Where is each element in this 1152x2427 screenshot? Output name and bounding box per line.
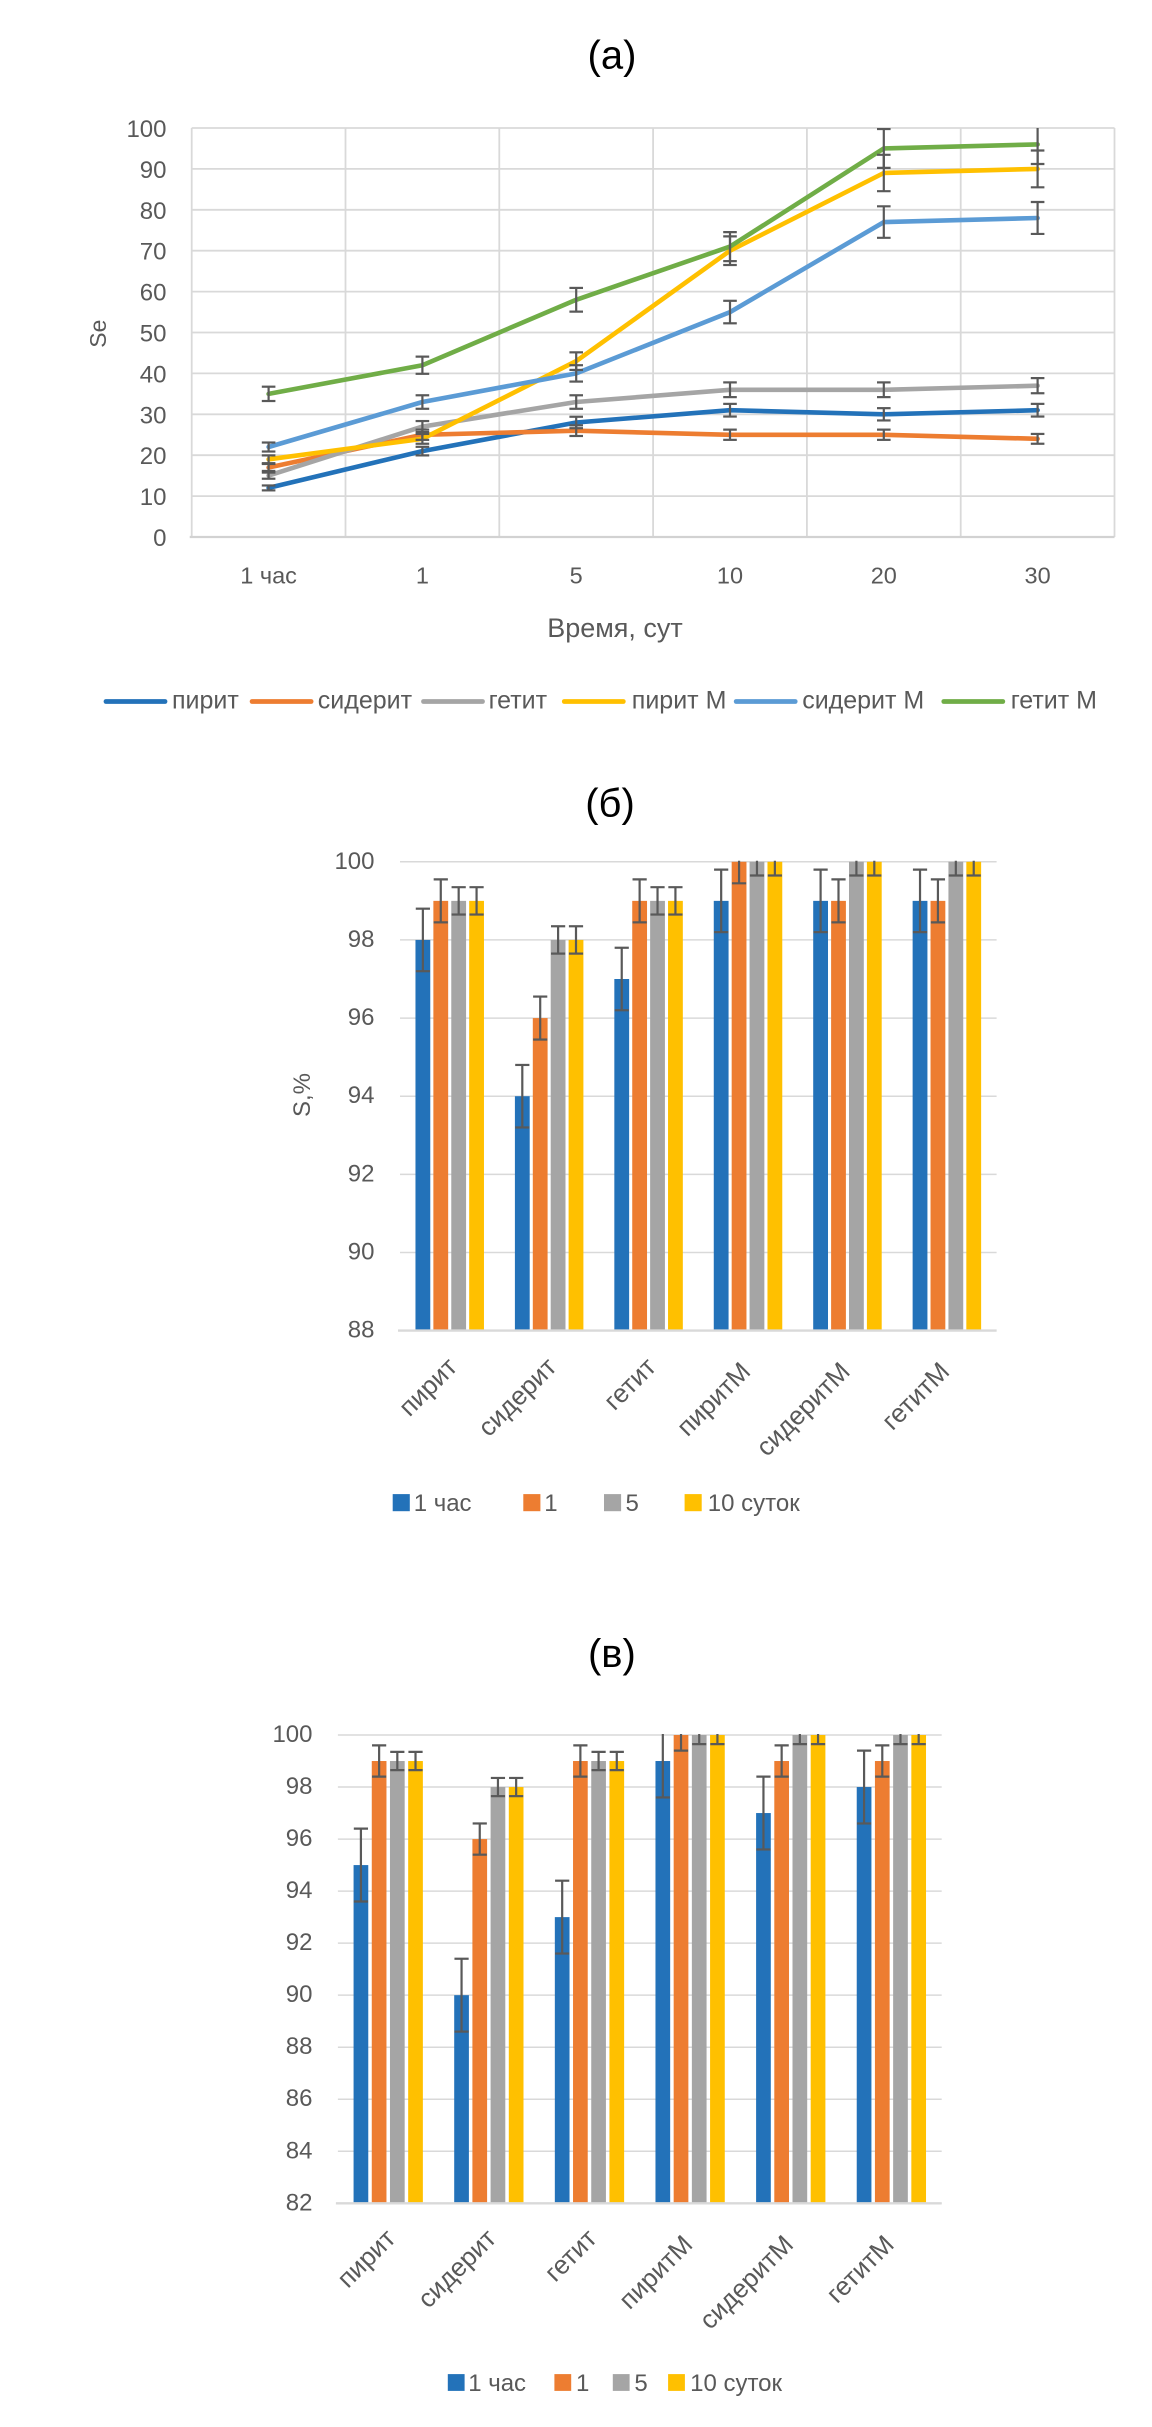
svg-text:100: 100 [334, 848, 374, 875]
svg-text:20: 20 [140, 443, 167, 470]
svg-text:10 суток: 10 суток [708, 1490, 800, 1517]
svg-text:пирит: пирит [172, 687, 239, 715]
svg-text:(б): (б) [585, 782, 635, 826]
svg-text:88: 88 [286, 2033, 313, 2060]
svg-text:пирит: пирит [331, 2223, 401, 2293]
svg-text:(а): (а) [588, 34, 637, 78]
svg-text:1 час: 1 час [414, 1490, 472, 1517]
svg-text:сидерит М: сидерит М [802, 687, 924, 715]
svg-text:86: 86 [286, 2085, 313, 2112]
svg-text:30: 30 [1025, 562, 1051, 588]
svg-text:гетитМ: гетитМ [820, 2229, 900, 2309]
svg-text:10: 10 [140, 484, 167, 511]
svg-text:Se: Se [85, 320, 111, 348]
svg-text:10 суток: 10 суток [690, 2370, 782, 2397]
svg-text:гетит: гетит [538, 2223, 602, 2287]
svg-text:50: 50 [140, 321, 167, 348]
svg-text:96: 96 [286, 1825, 313, 1852]
svg-text:10: 10 [717, 562, 743, 588]
svg-text:1: 1 [576, 2370, 589, 2397]
svg-text:пирит М: пирит М [632, 687, 727, 715]
svg-text:94: 94 [286, 1877, 313, 1904]
svg-text:1 час: 1 час [240, 562, 297, 588]
svg-text:92: 92 [286, 1929, 313, 1956]
svg-text:100: 100 [272, 1721, 312, 1748]
svg-text:сидерит: сидерит [318, 687, 413, 715]
svg-text:пирит: пирит [393, 1351, 463, 1421]
svg-text:5: 5 [626, 1490, 639, 1517]
svg-text:1 час: 1 час [468, 2370, 526, 2397]
svg-text:98: 98 [348, 926, 375, 953]
svg-text:70: 70 [140, 239, 167, 266]
svg-text:пиритМ: пиритМ [671, 1356, 757, 1442]
svg-text:84: 84 [286, 2137, 313, 2164]
svg-text:82: 82 [286, 2189, 313, 2216]
svg-text:сидерит: сидерит [472, 1351, 563, 1442]
svg-text:90: 90 [348, 1239, 375, 1266]
svg-text:94: 94 [348, 1082, 375, 1109]
svg-text:сидеритМ: сидеритМ [693, 2229, 799, 2335]
svg-text:100: 100 [126, 116, 166, 143]
svg-text:гетит: гетит [489, 687, 548, 715]
svg-text:1: 1 [416, 562, 429, 588]
svg-text:пиритМ: пиритМ [613, 2229, 699, 2315]
svg-text:90: 90 [286, 1981, 313, 2008]
svg-text:S,%: S,% [289, 1073, 316, 1117]
svg-text:Время, сут: Время, сут [547, 613, 683, 643]
svg-text:5: 5 [634, 2370, 647, 2397]
svg-text:20: 20 [871, 562, 897, 588]
svg-text:40: 40 [140, 361, 167, 388]
svg-text:сидерит: сидерит [411, 2223, 502, 2314]
svg-text:88: 88 [348, 1317, 375, 1344]
svg-text:30: 30 [140, 402, 167, 429]
svg-text:гетитМ: гетитМ [876, 1356, 956, 1436]
svg-text:0: 0 [153, 525, 166, 552]
svg-text:5: 5 [570, 562, 583, 588]
svg-text:(в): (в) [588, 1632, 636, 1676]
svg-text:96: 96 [348, 1004, 375, 1031]
svg-text:92: 92 [348, 1160, 375, 1187]
svg-text:1: 1 [544, 1490, 557, 1517]
svg-text:90: 90 [140, 157, 167, 184]
svg-text:98: 98 [286, 1773, 313, 1800]
svg-text:60: 60 [140, 280, 167, 307]
svg-text:80: 80 [140, 198, 167, 225]
svg-text:сидеритМ: сидеритМ [750, 1356, 856, 1462]
svg-text:гетит: гетит [598, 1351, 662, 1415]
svg-text:гетит М: гетит М [1011, 687, 1097, 715]
